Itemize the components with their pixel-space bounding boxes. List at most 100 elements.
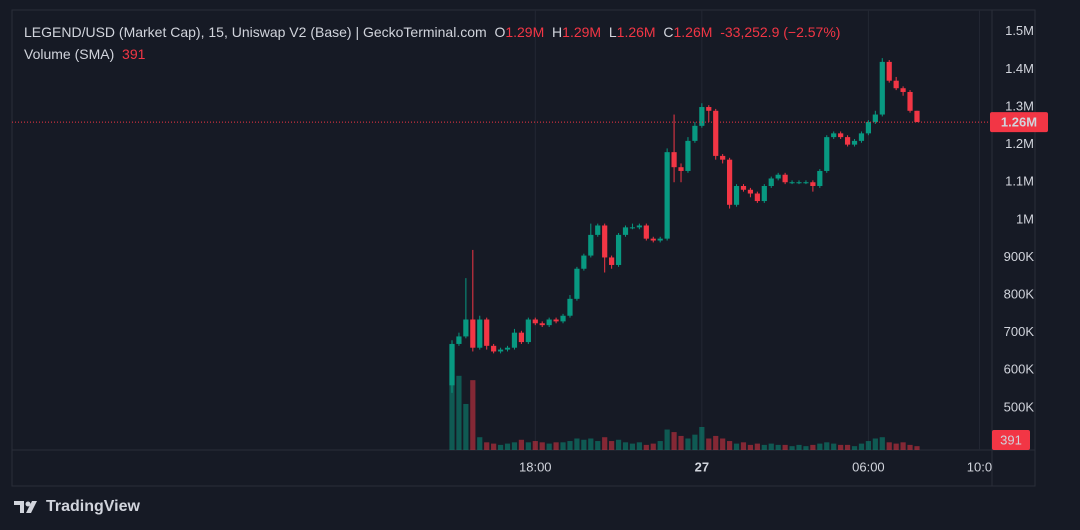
volume-bar <box>768 443 774 450</box>
volume-bar <box>789 446 795 450</box>
volume-bar <box>879 437 885 450</box>
volume-sma-box <box>992 429 1030 450</box>
y-tick-label: 1.5M <box>1005 23 1034 38</box>
y-tick-label: 1.3M <box>1005 98 1034 113</box>
legend-l: L <box>608 24 617 40</box>
candle-body <box>671 152 677 168</box>
candle-body <box>803 182 809 184</box>
volume-bar <box>553 442 559 450</box>
candle-body <box>470 319 476 348</box>
volume-bar <box>588 438 594 450</box>
volume-bar <box>838 444 844 450</box>
candle-body <box>678 167 684 171</box>
axes-layer: 1.5M 1.4M 1.3M 1.2M 1.1M 1M 900K 800K 700K 600K 50… <box>12 23 1048 474</box>
candle-body <box>546 319 552 326</box>
last-price-box <box>990 112 1048 133</box>
candle-body <box>477 319 483 348</box>
legend-change: -33,252.9 (−2.57%) <box>720 24 841 40</box>
volume-bar <box>720 438 726 450</box>
legend-c-value: 1.26M <box>673 24 713 40</box>
volume-bar <box>817 443 823 450</box>
candle-body <box>699 107 705 126</box>
volume-bar <box>844 444 851 450</box>
candle-body <box>789 182 795 184</box>
y-tick-label: 800K <box>1004 286 1035 301</box>
candle-body <box>567 298 573 316</box>
logo <box>14 501 37 513</box>
volume-bar <box>824 442 830 450</box>
volume-bar <box>914 446 920 450</box>
candle-body <box>754 193 760 202</box>
volume-bar <box>733 443 740 450</box>
volume-bar <box>497 444 504 450</box>
candle-body <box>900 88 906 92</box>
volume-bar <box>671 432 677 450</box>
volume-bar <box>747 444 754 450</box>
y-tick-label: 1M <box>1016 211 1034 226</box>
volume-bar <box>511 442 518 450</box>
volume-layer <box>449 345 920 450</box>
volume-title: Volume (SMA) <box>24 46 115 62</box>
volume-bar <box>546 443 552 450</box>
candle-body <box>720 155 726 160</box>
legend-line: LEGEND/USD (Market Cap), 15, Uniswap V2 … <box>24 24 840 40</box>
candle-body <box>747 189 754 194</box>
volume-bar <box>622 442 629 450</box>
volume-bar <box>782 444 788 450</box>
volume-bar <box>858 443 865 450</box>
volume-bar <box>615 439 622 450</box>
candle-body <box>581 255 587 269</box>
candle-body <box>761 186 767 202</box>
chart-frame <box>11 9 1036 487</box>
legend-o: O <box>494 24 506 40</box>
brand: TradingView <box>46 498 140 515</box>
volume-bar <box>539 442 545 450</box>
candle-body <box>553 319 559 322</box>
volume-bar <box>900 442 906 450</box>
candle-body <box>525 319 531 343</box>
legend-o-value: 1.29M <box>505 24 545 40</box>
y-tick-label: 500K <box>1004 399 1035 414</box>
volume-bar <box>664 429 670 450</box>
volume-bar <box>754 443 760 450</box>
volume-bar <box>831 443 837 450</box>
legend-h: H <box>552 24 563 40</box>
candle-body <box>831 133 837 138</box>
volume-bar <box>650 443 656 450</box>
volume-bar <box>692 434 698 450</box>
volume-bar <box>518 439 524 450</box>
volume-bar <box>574 438 580 450</box>
candle-body <box>782 174 788 183</box>
volume-bar <box>449 345 455 450</box>
volume-bar <box>581 439 587 450</box>
volume-bar <box>602 437 608 450</box>
volume-bar <box>872 438 878 450</box>
volume-legend: Volume (SMA) 391 <box>24 46 145 62</box>
candle-body <box>511 332 518 348</box>
candle-body <box>491 345 497 352</box>
candle-body <box>824 137 830 171</box>
candle-body <box>595 225 601 235</box>
volume-bar <box>560 442 566 450</box>
volume-bar <box>491 443 497 450</box>
y-tick-label: 1.1M <box>1005 174 1034 189</box>
volume-bar <box>657 441 663 450</box>
volume-bar <box>761 444 767 450</box>
candle-body <box>629 227 636 229</box>
volume-bar <box>803 446 809 450</box>
candle-body <box>664 152 670 239</box>
volume-bar <box>699 426 705 450</box>
candle-body <box>768 178 774 186</box>
candle-body <box>865 122 871 134</box>
candle-body <box>636 225 642 228</box>
volume-bar <box>609 441 615 450</box>
candle-body <box>588 234 594 256</box>
candle-body <box>817 170 823 186</box>
legend-c: C <box>663 24 674 40</box>
candle-body <box>560 315 566 322</box>
volume-bar <box>706 438 712 450</box>
candle-body <box>706 107 712 111</box>
candle-body <box>532 319 538 324</box>
volume-bar <box>525 442 531 450</box>
